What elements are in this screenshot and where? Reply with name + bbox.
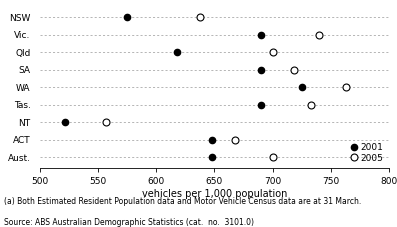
Text: (a) Both Estimated Resident Population data and Motor Vehicle Census data are at: (a) Both Estimated Resident Population d…: [4, 197, 361, 207]
X-axis label: vehicles per 1,000 population: vehicles per 1,000 population: [142, 189, 287, 199]
Text: Source: ABS Australian Demographic Statistics (cat.  no.  3101.0): Source: ABS Australian Demographic Stati…: [4, 218, 254, 227]
Legend: 2001, 2005: 2001, 2005: [351, 142, 385, 163]
